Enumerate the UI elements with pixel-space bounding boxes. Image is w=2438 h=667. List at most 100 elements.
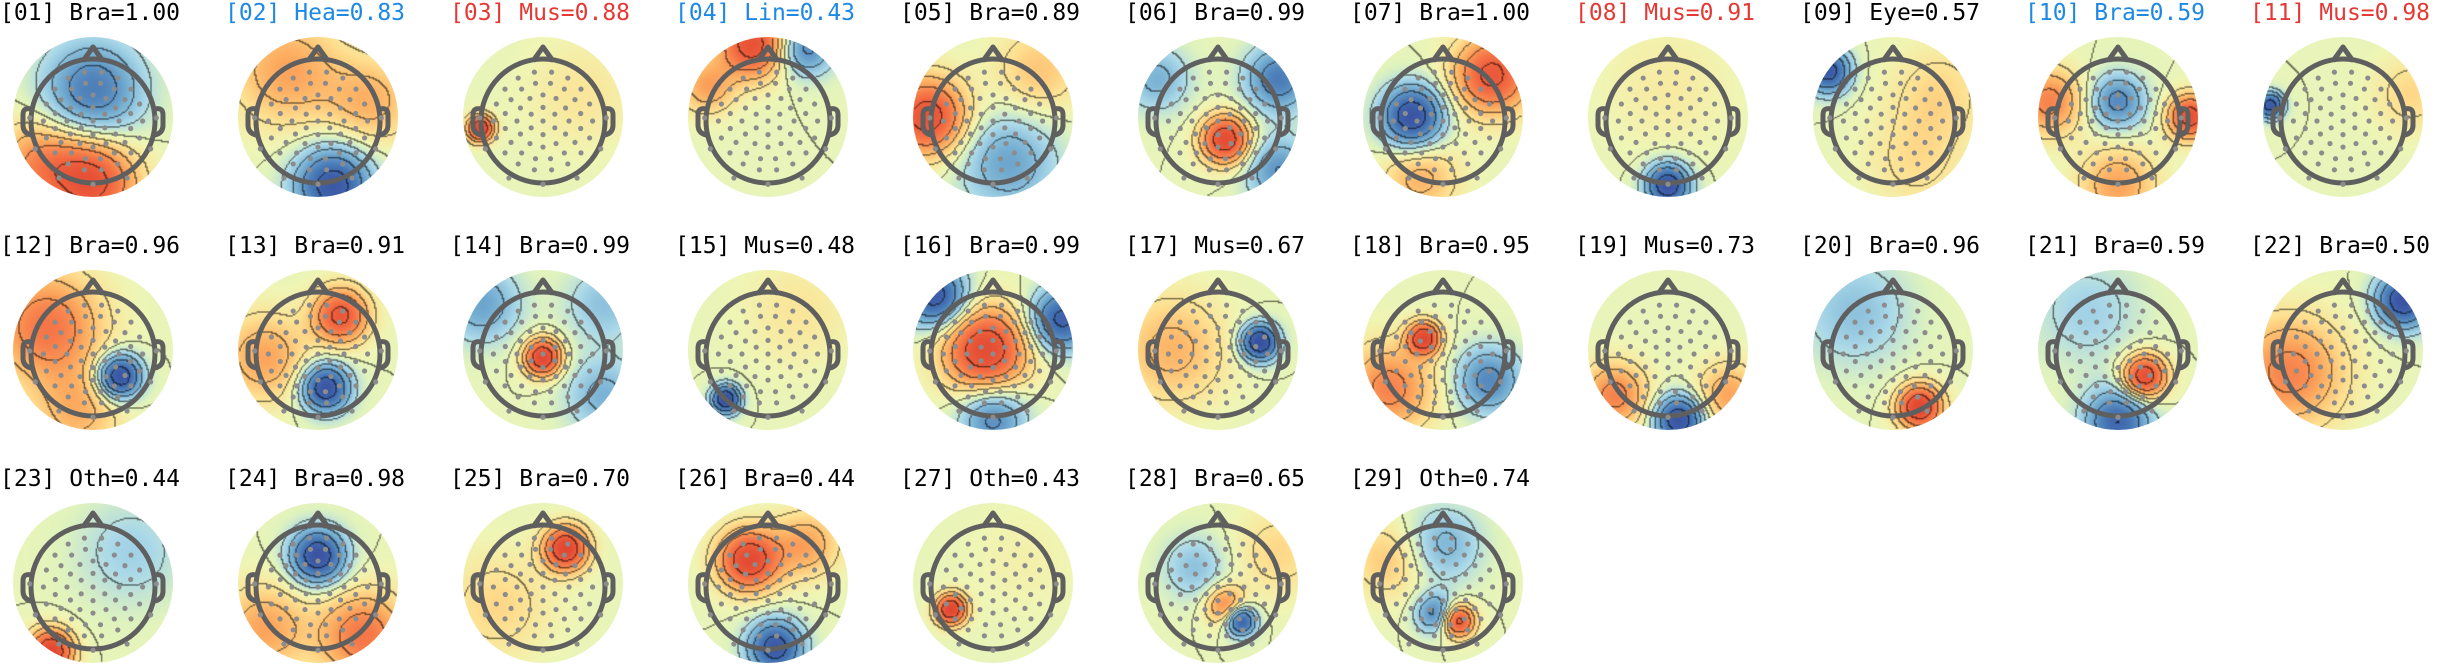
left-ear-marker xyxy=(245,339,259,371)
electrode-dot xyxy=(1877,328,1883,335)
electrode-dot xyxy=(115,541,121,547)
electrode-dot xyxy=(324,535,330,541)
electrode-dot xyxy=(81,535,87,541)
electrode-dot xyxy=(2362,105,2369,111)
electrode-dot xyxy=(99,535,105,541)
electrode-dot xyxy=(65,394,71,400)
electrode-dot xyxy=(1011,86,1017,92)
electrode-dot xyxy=(1466,351,1472,357)
electrode-dot xyxy=(2153,110,2159,117)
left-ear-marker xyxy=(470,339,484,371)
electrode-dot xyxy=(340,627,346,633)
electrode-dot xyxy=(990,365,996,371)
electrode-dot xyxy=(1447,156,1454,162)
component-classification: Bra=0.99 xyxy=(969,233,1081,259)
electrode-dot xyxy=(27,115,33,121)
electrode-dot xyxy=(306,400,312,406)
electrode-dot xyxy=(1240,394,1246,400)
electrode-dot xyxy=(1207,546,1214,552)
nose-marker xyxy=(980,277,1006,296)
electrode-dot xyxy=(362,368,368,374)
electrode-dot xyxy=(772,622,779,628)
electrode-dot xyxy=(1177,319,1183,325)
electrode-dot xyxy=(2068,368,2074,374)
component-classification: Bra=0.95 xyxy=(1419,233,1531,259)
electrode-dot xyxy=(2340,92,2346,98)
electrode-dot xyxy=(1466,584,1472,590)
electrode-dot xyxy=(2090,394,2096,400)
electrode-dot xyxy=(69,616,75,622)
electrode-dot xyxy=(2127,111,2133,117)
electrode-dot xyxy=(82,546,89,552)
electrode-dot xyxy=(702,581,708,587)
right-ear-marker xyxy=(1502,339,1516,371)
electrode-dot xyxy=(324,69,330,75)
electrode-dot xyxy=(553,373,559,380)
electrode-dot xyxy=(978,111,984,117)
electrode-dot xyxy=(540,558,546,564)
electrode-dot xyxy=(306,69,312,75)
electrode-dot xyxy=(772,313,779,319)
topomap xyxy=(1138,503,1298,663)
electrode-dot xyxy=(977,373,983,380)
electrode-dot xyxy=(1415,394,1421,400)
electrode-dot xyxy=(482,612,488,618)
electrode-dot xyxy=(1203,111,1209,117)
electrode-dot xyxy=(1215,144,1221,150)
electrode-dot xyxy=(2328,344,2334,350)
electrode-dot xyxy=(111,616,117,622)
electrode-dot xyxy=(362,135,368,141)
electrode-dot xyxy=(1677,358,1683,364)
electrode-dot xyxy=(1915,161,1921,167)
electrode-dot xyxy=(347,97,353,103)
electrode-dot xyxy=(2340,325,2346,331)
electrode-dot xyxy=(277,319,283,325)
electrode-dot xyxy=(2140,394,2146,400)
electrode-dot xyxy=(515,394,521,400)
electrode-dot xyxy=(1402,383,1408,389)
electrode-dot xyxy=(1452,125,1458,131)
electrode-dot xyxy=(943,368,949,374)
left-ear-marker xyxy=(20,339,34,371)
electrode-dot xyxy=(803,86,809,92)
electrode-dot xyxy=(2340,144,2346,150)
electrode-dot xyxy=(490,584,496,590)
component-id: [09] xyxy=(1800,0,1856,26)
electrode-dot xyxy=(1249,408,1255,414)
electrode-dot xyxy=(1222,546,1229,552)
electrode-dot xyxy=(111,319,117,325)
nose-marker xyxy=(530,510,556,529)
component-classification: Hea=0.83 xyxy=(294,0,406,26)
topomap xyxy=(1138,270,1298,430)
nose-marker xyxy=(980,44,1006,63)
electrode-dot xyxy=(1656,302,1662,308)
electrode-dot xyxy=(1690,394,1696,400)
topomap xyxy=(1588,270,1748,430)
electrode-dot xyxy=(1653,125,1659,131)
electrode-dot xyxy=(362,567,368,573)
electrode-dot xyxy=(965,308,971,314)
electrode-dot xyxy=(517,597,524,603)
electrode-dot xyxy=(1928,343,1934,350)
component-cell: [26] Bra=0.44 xyxy=(675,466,875,666)
component-id: [22] xyxy=(2250,233,2306,259)
electrode-dot xyxy=(999,69,1005,75)
electrode-dot xyxy=(1228,606,1234,613)
electrode-dot xyxy=(1644,86,1650,92)
electrode-dot xyxy=(128,319,134,325)
electrode-dot xyxy=(1474,175,1480,181)
electrode-dot xyxy=(337,571,344,577)
nose-marker xyxy=(2105,277,2131,296)
electrode-dot xyxy=(727,125,733,132)
electrode-dot xyxy=(815,351,821,357)
left-ear-marker xyxy=(1145,572,1159,604)
electrode-dot xyxy=(940,351,946,357)
electrode-dot xyxy=(289,351,295,357)
electrode-dot xyxy=(82,622,89,628)
component-cell: [05] Bra=0.89 xyxy=(900,0,1100,200)
electrode-dot xyxy=(1190,161,1196,167)
electrode-dot xyxy=(2378,319,2384,325)
electrode-dot xyxy=(702,348,708,354)
electrode-dot xyxy=(733,97,739,103)
electrode-dot xyxy=(1452,591,1458,597)
